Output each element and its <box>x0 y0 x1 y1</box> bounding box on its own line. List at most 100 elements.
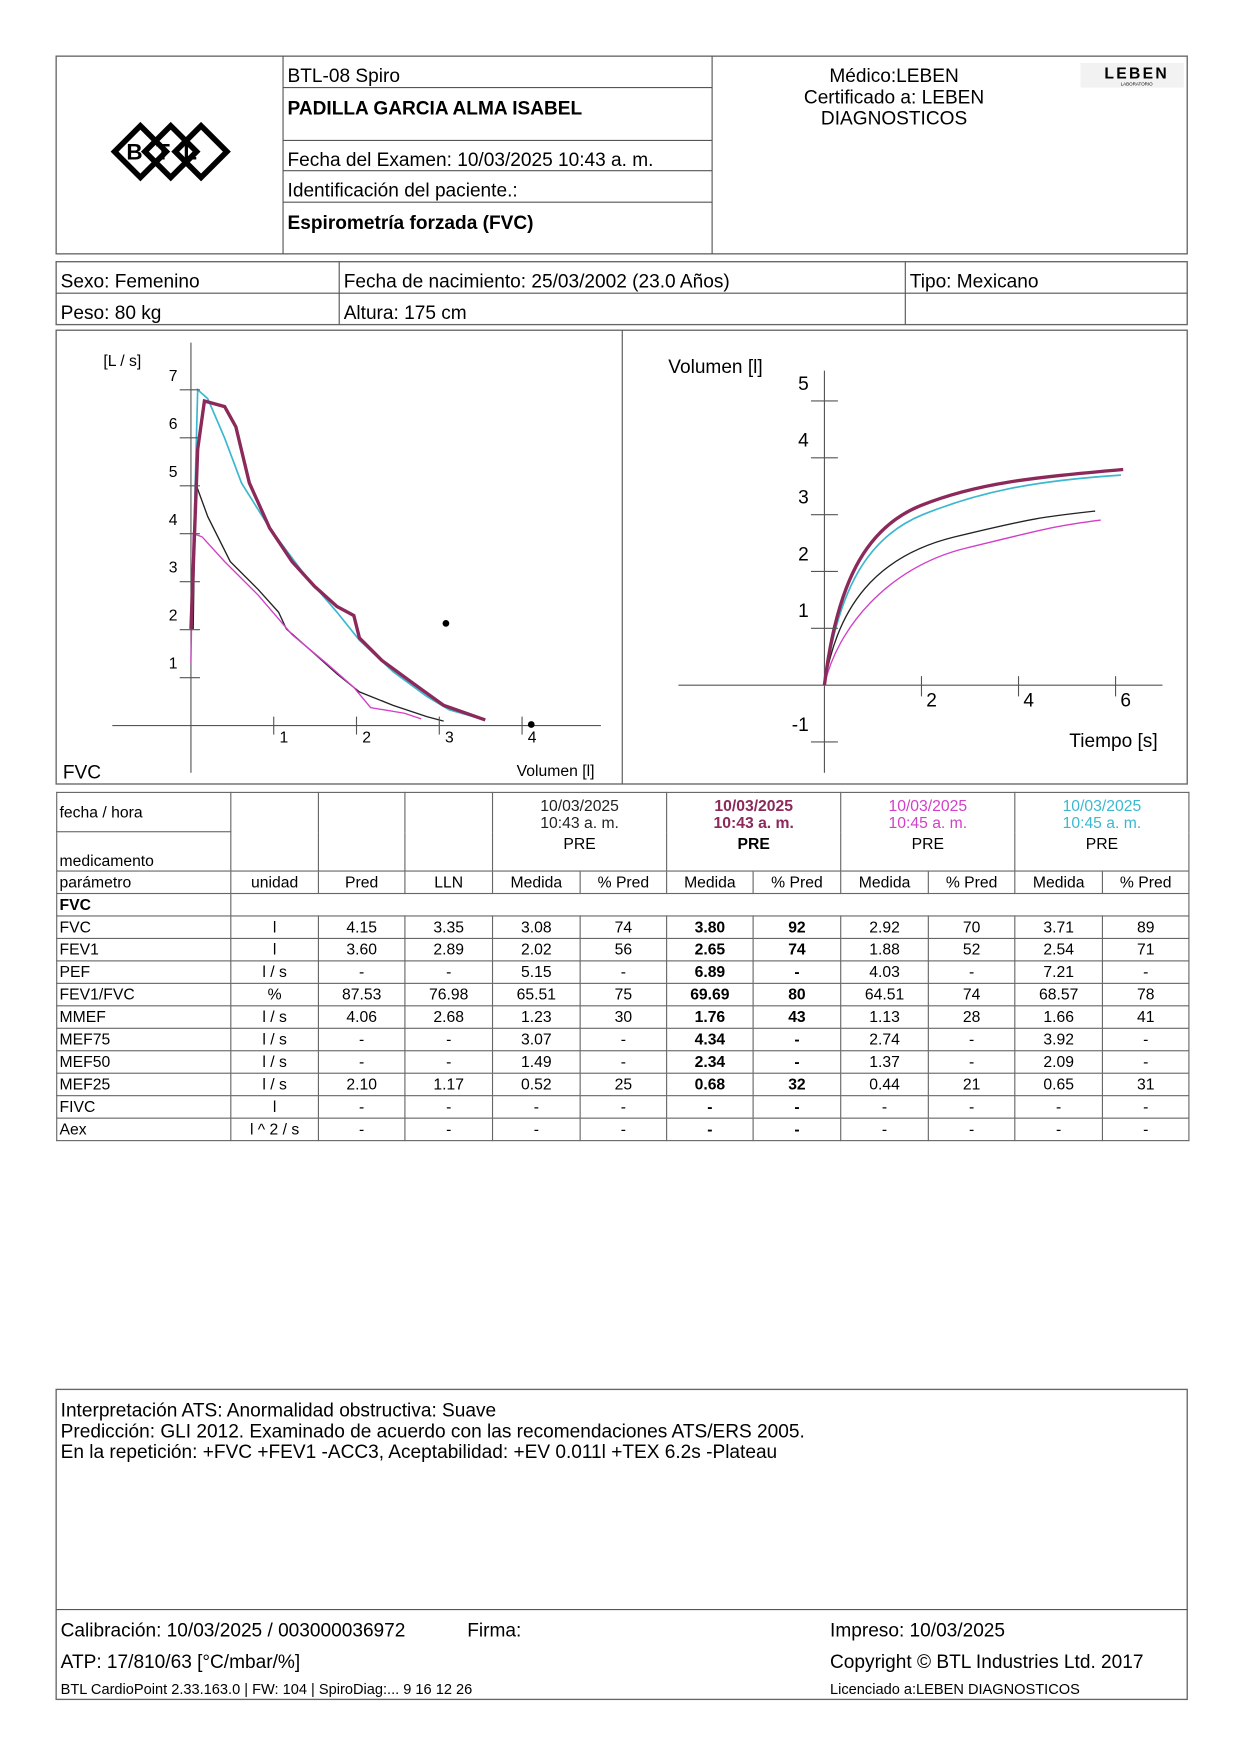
cell: l / s <box>230 1072 319 1097</box>
trial-time: 10:43 a. m. <box>540 813 619 832</box>
table-row: MEF25 l / s 2.10 1.17 0.52 25 0.68 32 0.44 21 0.65… <box>56 1072 1190 1097</box>
cell: 2.10 <box>317 1072 406 1097</box>
cell: - <box>840 1117 929 1142</box>
trial-date: 10/03/2025 <box>540 796 619 815</box>
y-axis-label: Volumen [l] <box>668 357 762 378</box>
header-label: fecha / hora <box>56 791 232 833</box>
lab-logo-bg <box>1080 62 1184 88</box>
cell: 71 <box>1101 937 1190 962</box>
cell: - <box>1101 960 1190 984</box>
doctor: Médico:LEBEN <box>829 66 958 87</box>
calibration: Calibración: 10/03/2025 / 003000036972 <box>61 1621 406 1642</box>
cell: l <box>230 915 319 939</box>
y-tick-label: 4 <box>798 431 809 452</box>
empty-cell <box>230 892 1190 917</box>
table-row: FEV1 l 3.60 2.89 2.02 56 2.65 74 1.88 52 2.54 71 <box>56 937 1190 962</box>
column-header: LLN <box>404 870 494 895</box>
y-tick-label: 2 <box>169 608 178 625</box>
trial-header: 10/03/2025 10:45 a. m. PRE <box>840 791 1016 872</box>
cell: 74 <box>752 937 842 962</box>
cell: 2.89 <box>404 937 494 962</box>
column-header: Pred <box>317 870 406 895</box>
cell: - <box>491 1095 581 1119</box>
point <box>442 620 450 627</box>
interpretation-line: En la repetición: +FVC +FEV1 -ACC3, Acep… <box>61 1442 778 1463</box>
curve <box>823 519 1101 686</box>
cell: - <box>579 1095 668 1119</box>
cell: 41 <box>1101 1005 1190 1029</box>
copyright: Copyright © BTL Industries Ltd. 2017 <box>830 1652 1143 1673</box>
y-tick-label: 6 <box>169 416 178 433</box>
parameter: Aex <box>56 1117 232 1142</box>
cell: 0.65 <box>1014 1072 1104 1097</box>
x-tick-label: 6 <box>1120 690 1131 711</box>
cell: - <box>317 1027 406 1052</box>
trial-time: 10:45 a. m. <box>888 813 968 832</box>
cell: 7.21 <box>1014 960 1104 984</box>
parameter: MMEF <box>56 1005 232 1029</box>
sex: Sexo: Femenino <box>61 272 200 293</box>
y-tick-label: 4 <box>169 512 178 529</box>
cell: 56 <box>579 937 668 962</box>
y-tick-label: 3 <box>798 487 809 508</box>
empty-cell <box>404 791 494 872</box>
curve <box>823 474 1122 686</box>
test-name: Espirometría forzada (FVC) <box>288 213 534 234</box>
cell: - <box>404 1050 494 1074</box>
cell: - <box>752 1095 842 1119</box>
parameter: FVC <box>56 915 232 939</box>
column-header: % Pred <box>1101 870 1190 895</box>
cell: 3.80 <box>666 915 754 939</box>
cell: - <box>1101 1117 1190 1142</box>
parameter: FIVC <box>56 1095 232 1119</box>
cell: 0.52 <box>491 1072 581 1097</box>
atp: ATP: 17/810/63 [°C/mbar/%] <box>61 1652 301 1673</box>
cell: - <box>927 1050 1016 1074</box>
cell: 2.74 <box>840 1027 929 1052</box>
cell: 3.08 <box>491 915 581 939</box>
y-tick-label: -1 <box>792 715 809 736</box>
section-label: FVC <box>56 892 232 917</box>
curve <box>822 467 1124 686</box>
cell: 76.98 <box>404 982 494 1007</box>
curve <box>192 387 486 721</box>
table-row: FVC <box>56 892 1190 917</box>
cell: 1.37 <box>840 1050 929 1074</box>
column-header: % Pred <box>752 870 842 895</box>
interpretation-line: Predicción: GLI 2012. Examinado de acuer… <box>61 1422 805 1443</box>
exam-date: Fecha del Examen: 10/03/2025 10:43 a. m. <box>288 150 654 171</box>
cell: 2.68 <box>404 1005 494 1029</box>
cell: - <box>404 1095 494 1119</box>
flow-volume-chart: [L / s] Volumen [l] FVC 1 2 3 4 5 6 7 1 2 3 4 <box>63 342 601 783</box>
column-header: % Pred <box>927 870 1016 895</box>
cell: 87.53 <box>317 982 406 1007</box>
cell: - <box>927 1095 1016 1119</box>
table-row: FVC l 4.15 3.35 3.08 74 3.80 92 2.92 70 3.71 89 <box>56 915 1190 939</box>
cell: 65.51 <box>491 982 581 1007</box>
printed: Impreso: 10/03/2025 <box>830 1621 1005 1642</box>
parameter: FEV1 <box>56 937 232 962</box>
cell: l / s <box>230 1050 319 1074</box>
x-tick-label: 2 <box>362 729 371 746</box>
cell: - <box>404 1117 494 1142</box>
table-row: MMEF l / s 4.06 2.68 1.23 30 1.76 43 1.13 28 1.66 4… <box>56 1005 1190 1029</box>
table-row: FIVC l - - - - - - - - - - <box>56 1095 1190 1119</box>
trial-date: 10/03/2025 <box>1062 796 1142 815</box>
interpretation-box <box>55 1388 1188 1701</box>
y-tick-label: 1 <box>798 601 809 622</box>
cell: 1.88 <box>840 937 929 962</box>
cell: 43 <box>752 1005 842 1029</box>
cell: 21 <box>927 1072 1016 1097</box>
cell: 64.51 <box>840 982 929 1007</box>
trial-header: 10/03/2025 10:43 a. m. PRE <box>666 791 842 872</box>
y-tick-label: 1 <box>169 656 178 673</box>
y-tick-label: 2 <box>798 544 809 565</box>
empty-cell <box>230 791 319 872</box>
header-label: medicamento <box>56 831 232 872</box>
cell: - <box>404 960 494 984</box>
y-tick-label: 7 <box>169 368 178 385</box>
cell: - <box>927 1027 1016 1052</box>
cell: - <box>752 1050 842 1074</box>
cell: - <box>927 1117 1016 1142</box>
certified: Certificado a: LEBEN <box>804 87 984 108</box>
